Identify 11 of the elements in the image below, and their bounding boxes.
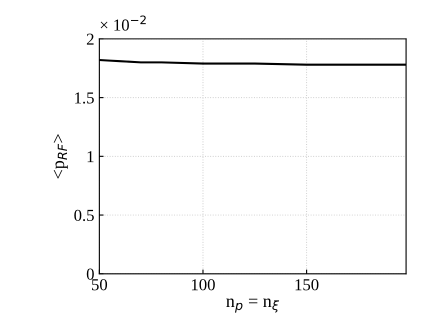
x-tick-label: 150 (296, 279, 318, 290)
x-axis-title: n$_{p}$ = n$_{ξ}$ (226, 298, 280, 313)
y-tick-label: 0.5 (74, 210, 94, 222)
x-tick-label: 100 (192, 279, 215, 290)
y-tick-label: 2 (86, 34, 94, 45)
y-axis-title: <p$_{RF}$> (54, 134, 68, 179)
text: × 10$^{−2}$ (100, 15, 146, 31)
y-tick-label: 1 (88, 151, 94, 162)
x-tick-label: 50 (92, 279, 108, 290)
y-tick-label: 0 (86, 268, 94, 280)
y-tick-label: 1.5 (75, 92, 94, 104)
